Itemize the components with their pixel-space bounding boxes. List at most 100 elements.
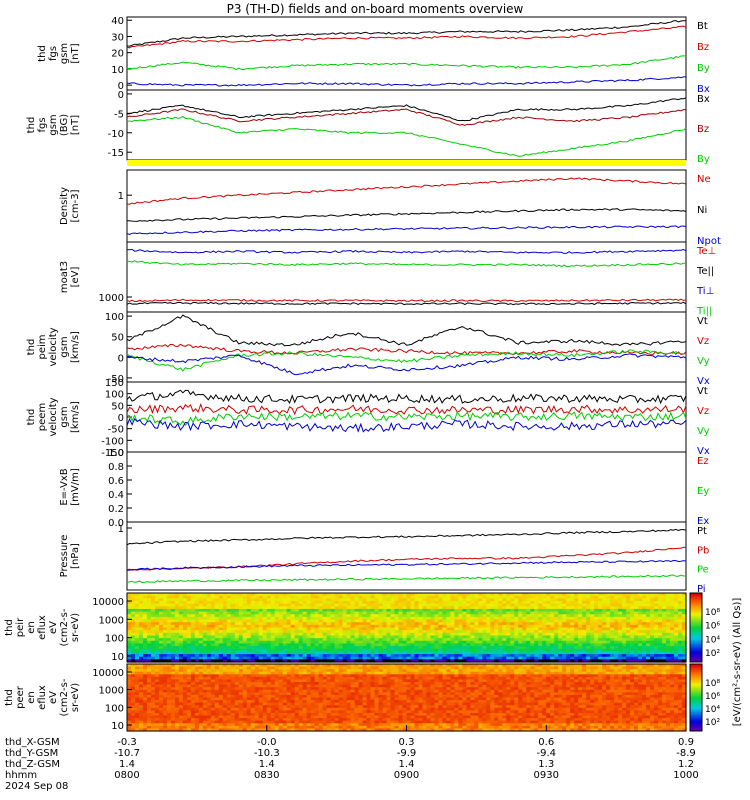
- spectrogram-cell: [674, 619, 679, 623]
- spectrogram-cell: [670, 627, 675, 631]
- spectrogram-cell: [522, 640, 527, 645]
- spectrogram-cell: [162, 632, 168, 637]
- spectrogram-cell: [290, 624, 296, 629]
- spectrogram-cell: [314, 600, 320, 605]
- spectrogram-cell: [462, 643, 467, 647]
- spectrogram-cell: [294, 656, 300, 660]
- spectrogram-cell: [274, 694, 280, 699]
- spectrogram-cell: [390, 614, 396, 618]
- spectrogram-cell: [190, 694, 196, 699]
- spectrogram-cell: [550, 608, 555, 613]
- spectrogram-cell: [634, 616, 639, 621]
- spectrogram-cell: [162, 603, 168, 607]
- spectrogram-cell: [422, 648, 428, 652]
- spectrogram-cell: [370, 630, 376, 634]
- spectrogram-cell: [174, 712, 180, 717]
- spectrogram-cell: [270, 646, 276, 650]
- spectrogram-cell: [554, 651, 559, 655]
- spectrogram-cell: [454, 614, 459, 618]
- spectrogram-cell: [150, 682, 156, 686]
- spectrogram-cell: [127, 600, 132, 605]
- spectrogram-cell: [526, 630, 531, 634]
- spectrogram-cell: [158, 705, 164, 709]
- spectrogram-cell: [250, 632, 256, 637]
- y-axis-label: fgs: [48, 46, 59, 61]
- spectrogram-cell: [422, 656, 428, 660]
- spectrogram-cell: [346, 654, 352, 658]
- spectrogram-cell: [534, 659, 539, 663]
- spectrogram-cell: [430, 600, 436, 605]
- spectrogram-cell: [146, 728, 152, 732]
- spectrogram-cell: [134, 692, 140, 696]
- spectrogram-cell: [166, 694, 172, 699]
- spectrogram-cell: [194, 640, 200, 645]
- spectrogram-cell: [262, 707, 268, 711]
- spectrogram-cell: [278, 710, 284, 714]
- spectrogram-cell: [262, 598, 268, 602]
- spectrogram-cell: [350, 603, 356, 607]
- spectrogram-cell: [358, 651, 364, 655]
- spectrogram-cell: [174, 697, 180, 701]
- spectrogram-cell: [494, 654, 499, 658]
- spectrogram-cell: [142, 600, 148, 605]
- spectrogram-cell: [246, 728, 252, 732]
- spectrogram-cell: [682, 616, 687, 621]
- spectrogram-cell: [214, 669, 220, 673]
- spectrogram-cell: [538, 651, 543, 655]
- spectrogram-cell: [254, 638, 260, 642]
- spectrogram-cell: [358, 593, 364, 597]
- spectrogram-cell: [326, 648, 332, 652]
- spectrogram-cell: [234, 664, 240, 668]
- spectrogram-cell: [650, 606, 655, 610]
- spectrogram-cell: [158, 702, 164, 706]
- spectrogram-cell: [194, 608, 200, 613]
- spectrogram-cell: [606, 614, 611, 618]
- spectrogram-cell: [154, 728, 160, 732]
- spectrogram-cell: [258, 603, 264, 607]
- spectrogram-cell: [198, 632, 204, 637]
- spectrogram-cell: [362, 598, 368, 602]
- spectrogram-cell: [134, 697, 140, 701]
- spectrogram-cell: [230, 608, 236, 613]
- spectrogram-cell: [530, 632, 535, 637]
- spectrogram-cell: [610, 659, 615, 663]
- spectrogram-cell: [574, 656, 579, 660]
- spectrogram-cell: [422, 603, 428, 607]
- spectrogram-cell: [294, 710, 300, 714]
- spectrogram-cell: [258, 619, 264, 623]
- spectrogram-cell: [586, 656, 591, 660]
- spectrogram-cell: [134, 627, 140, 631]
- spectrogram-cell: [634, 608, 639, 613]
- spectrogram-cell: [386, 630, 392, 634]
- spectrogram-cell: [442, 651, 448, 655]
- spectrogram-cell: [250, 671, 256, 675]
- spectrogram-cell: [346, 627, 352, 631]
- spectrogram-cell: [182, 684, 188, 688]
- spectrogram-cell: [422, 640, 428, 645]
- spectrogram-cell: [554, 600, 559, 605]
- spectrogram-cell: [506, 622, 511, 626]
- spectrogram-cell: [678, 656, 683, 660]
- spectrogram-cell: [206, 659, 212, 663]
- spectrogram-cell: [634, 651, 639, 655]
- spectrogram-cell: [338, 651, 344, 655]
- spectrogram-cell: [158, 627, 164, 631]
- spectrogram-cell: [210, 697, 216, 701]
- spectrogram-cell: [218, 669, 224, 673]
- spectrogram-cell: [214, 648, 220, 652]
- spectrogram-cell: [134, 679, 140, 683]
- spectrogram-cell: [178, 603, 184, 607]
- spectrogram-cell: [522, 600, 527, 605]
- spectrogram-cell: [238, 687, 244, 691]
- spectrogram-cell: [358, 603, 364, 607]
- spectrogram-cell: [454, 646, 459, 650]
- spectrogram-cell: [194, 707, 200, 711]
- spectrogram-cell: [278, 593, 284, 597]
- spectrogram-cell: [502, 608, 507, 613]
- spectrogram-cell: [198, 707, 204, 711]
- spectrogram-cell: [546, 656, 551, 660]
- spectrogram-cell: [146, 648, 152, 652]
- spectrogram-cell: [570, 654, 575, 658]
- spectrogram-cell: [174, 705, 180, 709]
- spectrogram-cell: [362, 603, 368, 607]
